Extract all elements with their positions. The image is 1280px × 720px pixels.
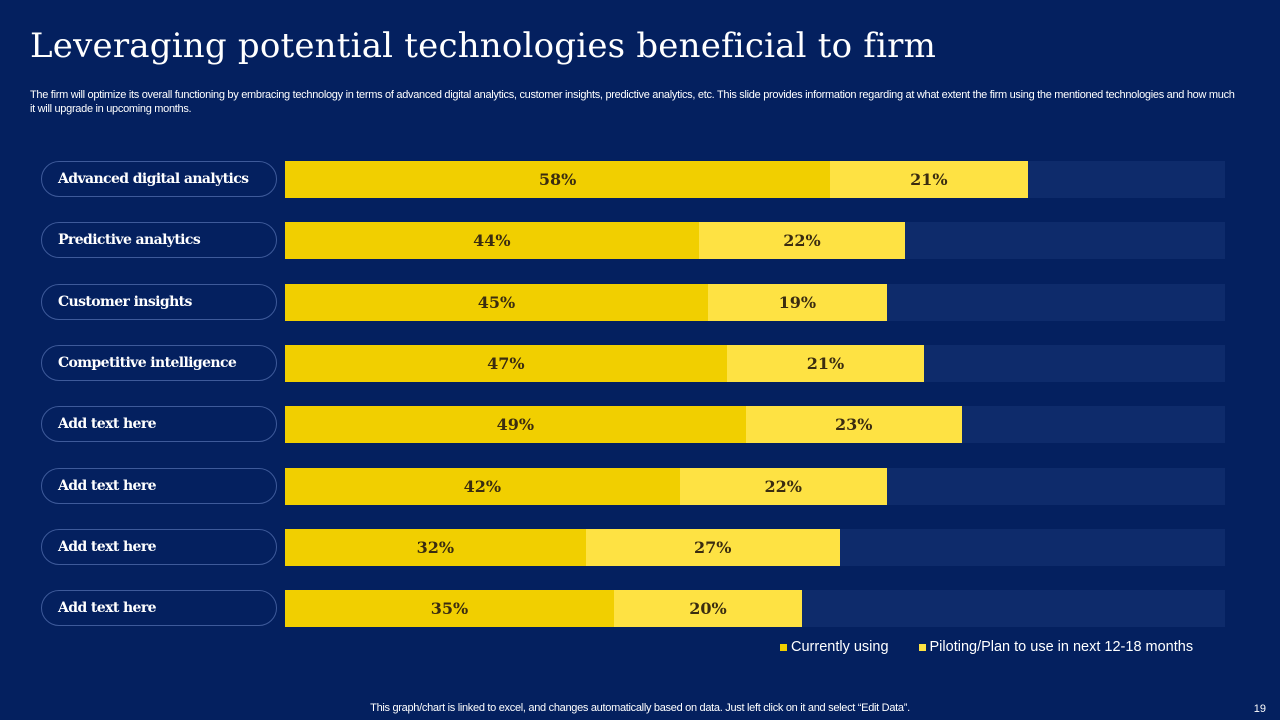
data-label: 22%: [764, 477, 802, 496]
bar-piloting: 21%: [830, 161, 1028, 198]
chart-legend: Currently using Piloting/Plan to use in n…: [780, 639, 1193, 655]
bar-currently-using: 49%: [285, 406, 746, 443]
data-label: 19%: [778, 293, 817, 312]
bar-track: 44% 22%: [285, 222, 1225, 259]
bar-track: 35% 20%: [285, 590, 1225, 627]
bar-track: 47% 21%: [285, 345, 1225, 382]
data-label: 23%: [834, 415, 873, 434]
bar-track: 45% 19%: [285, 284, 1225, 321]
category-label: Add text here: [41, 590, 277, 626]
data-label: 58%: [538, 170, 577, 189]
bar-piloting: 22%: [679, 468, 887, 505]
data-label: 42%: [463, 477, 502, 496]
bar-currently-using: 32%: [285, 529, 586, 566]
data-label: 47%: [487, 354, 525, 373]
data-label: 27%: [693, 538, 732, 557]
bar-piloting: 22%: [698, 222, 906, 259]
bar-piloting: 19%: [708, 284, 887, 321]
slide-subtitle: The firm will optimize its overall funct…: [30, 89, 1235, 115]
legend-swatch-icon: [918, 643, 926, 651]
bar-currently-using: 45%: [285, 284, 708, 321]
data-label: 32%: [416, 538, 455, 557]
category-label: Add text here: [41, 468, 277, 504]
category-label: Add text here: [41, 406, 277, 442]
legend-item: Piloting/Plan to use in next 12-18 month…: [918, 639, 1194, 655]
bar-currently-using: 58%: [285, 161, 831, 198]
bar-track: 49% 23%: [285, 406, 1225, 443]
bar-piloting: 27%: [585, 529, 840, 566]
legend-label: Piloting/Plan to use in next 12-18 month…: [929, 639, 1194, 655]
data-label: 20%: [689, 599, 727, 618]
category-label: Add text here: [41, 529, 277, 565]
legend-item: Currently using: [780, 639, 889, 655]
bar-piloting: 21%: [726, 345, 925, 382]
category-label: Advanced digital analytics: [41, 161, 277, 197]
category-label: Predictive analytics: [41, 222, 277, 258]
data-label: 21%: [910, 170, 948, 189]
bar-piloting: 20%: [614, 590, 802, 627]
data-label: 21%: [806, 354, 845, 373]
data-label: 22%: [783, 231, 821, 250]
data-label: 35%: [430, 599, 469, 618]
bar-currently-using: 35%: [285, 590, 614, 627]
category-label: Competitive intelligence: [41, 345, 277, 381]
data-label: 44%: [473, 231, 511, 250]
footer-note: This graph/chart is linked to excel, and…: [370, 702, 910, 714]
legend-label: Currently using: [791, 639, 889, 655]
slide-title: Leveraging potential technologies benefi…: [30, 26, 937, 66]
bar-currently-using: 47%: [285, 345, 727, 382]
bar-currently-using: 44%: [285, 222, 699, 259]
category-label: Customer insights: [41, 284, 277, 320]
legend-swatch-icon: [780, 643, 787, 651]
bar-track: 58% 21%: [285, 161, 1225, 198]
page-number: 19: [1253, 703, 1266, 715]
bar-track: 42% 22%: [285, 468, 1225, 505]
bar-currently-using: 42%: [285, 468, 680, 505]
bar-piloting: 23%: [745, 406, 962, 443]
data-label: 49%: [496, 415, 535, 434]
bar-track: 32% 27%: [285, 529, 1225, 566]
data-label: 45%: [477, 293, 516, 312]
